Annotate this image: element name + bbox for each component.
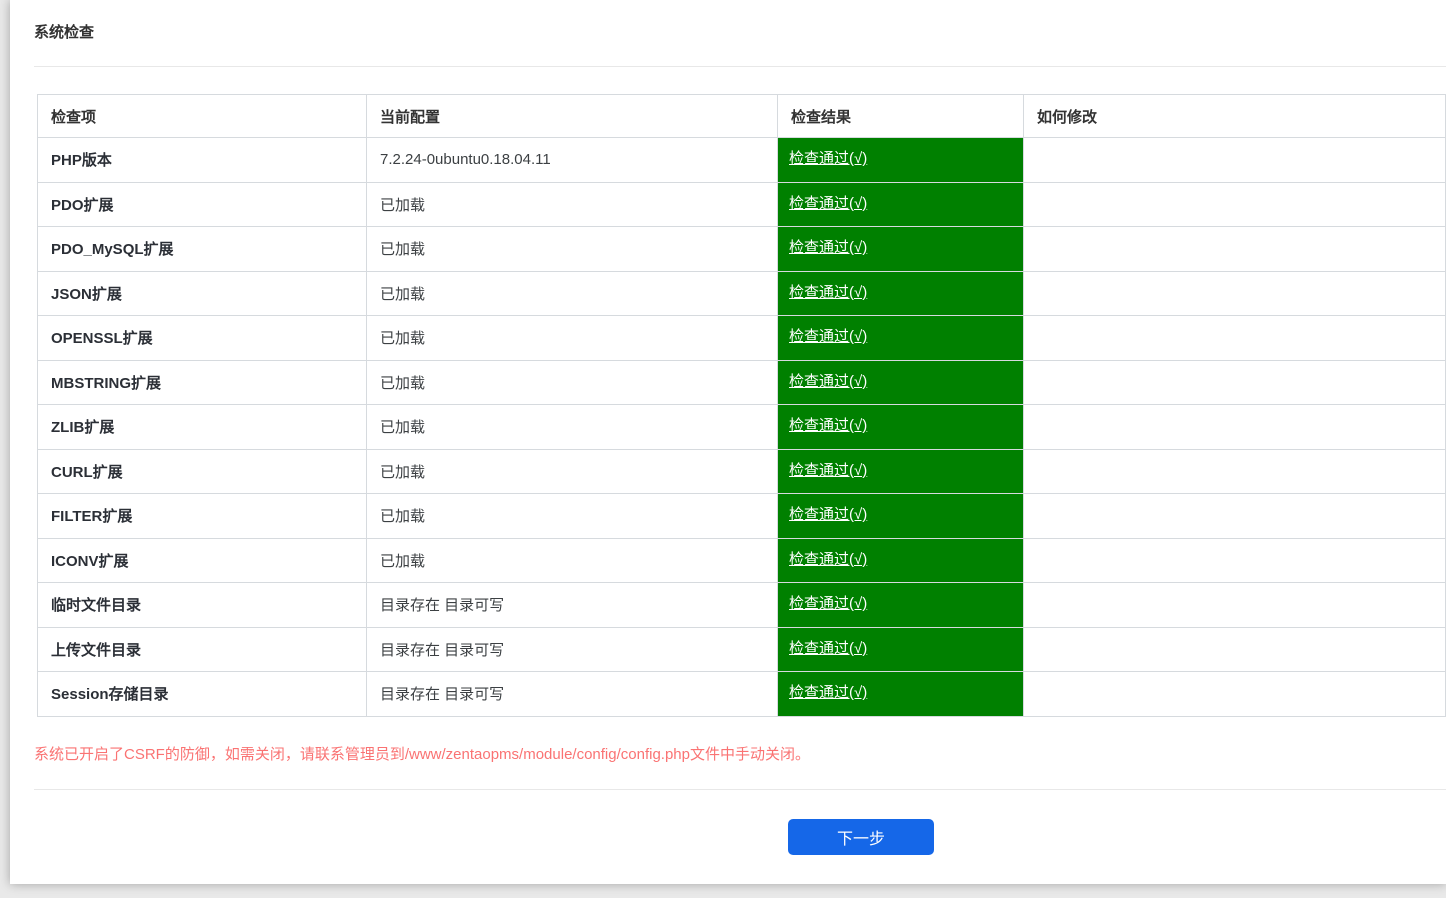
check-item-cell: ZLIB扩展 — [37, 404, 367, 450]
current-config-cell: 已加载 — [366, 359, 778, 405]
table-row: ICONV扩展 已加载 检查通过(√) — [37, 537, 1446, 583]
fix-suggestion-cell — [1023, 537, 1446, 583]
current-config-cell: 已加载 — [366, 537, 778, 583]
column-header-check-result: 检查结果 — [777, 94, 1024, 138]
current-config-cell: 7.2.24-0ubuntu0.18.04.11 — [366, 137, 778, 183]
table-row: 上传文件目录 目录存在 目录可写 检查通过(√) — [37, 626, 1446, 672]
current-config-cell: 已加载 — [366, 181, 778, 227]
check-result-cell: 检查通过(√) — [777, 671, 1024, 717]
check-item-cell: FILTER扩展 — [37, 493, 367, 539]
check-pass-link[interactable]: 检查通过(√) — [789, 550, 868, 568]
check-pass-link[interactable]: 检查通过(√) — [789, 194, 868, 212]
current-config-cell: 已加载 — [366, 404, 778, 450]
check-result-cell: 检查通过(√) — [777, 582, 1024, 628]
page-header: 系统检查 — [34, 0, 1446, 67]
fix-suggestion-cell — [1023, 448, 1446, 494]
check-item-cell: Session存储目录 — [37, 671, 367, 717]
check-item-cell: PDO_MySQL扩展 — [37, 226, 367, 272]
fix-suggestion-cell — [1023, 493, 1446, 539]
check-pass-link[interactable]: 检查通过(√) — [789, 239, 868, 256]
fix-suggestion-cell — [1023, 181, 1446, 227]
check-item-cell: 临时文件目录 — [37, 582, 367, 628]
check-result-cell: 检查通过(√) — [777, 181, 1024, 227]
check-result-cell: 检查通过(√) — [777, 359, 1024, 405]
table-row: PDO扩展 已加载 检查通过(√) — [37, 181, 1446, 227]
check-item-cell: MBSTRING扩展 — [37, 359, 367, 405]
current-config-cell: 目录存在 目录可写 — [366, 671, 778, 717]
check-item-cell: CURL扩展 — [37, 448, 367, 494]
table-row: Session存储目录 目录存在 目录可写 检查通过(√) — [37, 671, 1446, 717]
table-row: PDO_MySQL扩展 已加载 检查通过(√) — [37, 226, 1446, 272]
fix-suggestion-cell — [1023, 270, 1446, 316]
table-row: 临时文件目录 目录存在 目录可写 检查通过(√) — [37, 582, 1446, 628]
check-pass-link[interactable]: 检查通过(√) — [789, 283, 868, 301]
check-result-cell: 检查通过(√) — [777, 404, 1024, 450]
system-check-panel: 系统检查 检查项 当前配置 检查结果 如何修改 PHP版本 7.2.24-0ub… — [10, 0, 1446, 884]
fix-suggestion-cell — [1023, 315, 1446, 361]
check-item-cell: 上传文件目录 — [37, 626, 367, 672]
button-row: 下一步 — [34, 790, 1446, 855]
check-pass-link[interactable]: 检查通过(√) — [789, 595, 868, 612]
table-row: PHP版本 7.2.24-0ubuntu0.18.04.11 检查通过(√) — [37, 137, 1446, 183]
check-result-cell: 检查通过(√) — [777, 493, 1024, 539]
column-header-how-to-fix: 如何修改 — [1023, 94, 1446, 138]
current-config-cell: 已加载 — [366, 493, 778, 539]
check-result-cell: 检查通过(√) — [777, 137, 1024, 183]
column-header-check-item: 检查项 — [37, 94, 367, 138]
check-item-cell: JSON扩展 — [37, 270, 367, 316]
check-pass-link[interactable]: 检查通过(√) — [789, 417, 868, 434]
table-header-row: 检查项 当前配置 检查结果 如何修改 — [37, 94, 1446, 138]
fix-suggestion-cell — [1023, 137, 1446, 183]
check-result-cell: 检查通过(√) — [777, 226, 1024, 272]
fix-suggestion-cell — [1023, 671, 1446, 717]
table-row: OPENSSL扩展 已加载 检查通过(√) — [37, 315, 1446, 361]
check-item-cell: PDO扩展 — [37, 181, 367, 227]
check-pass-link[interactable]: 检查通过(√) — [789, 150, 868, 167]
check-result-cell: 检查通过(√) — [777, 315, 1024, 361]
table-row: FILTER扩展 已加载 检查通过(√) — [37, 493, 1446, 539]
next-step-button[interactable]: 下一步 — [788, 818, 934, 855]
check-pass-link[interactable]: 检查通过(√) — [789, 328, 868, 345]
fix-suggestion-cell — [1023, 582, 1446, 628]
current-config-cell: 目录存在 目录可写 — [366, 626, 778, 672]
system-check-table: 检查项 当前配置 检查结果 如何修改 PHP版本 7.2.24-0ubuntu0… — [37, 94, 1446, 717]
panel-content: 系统检查 检查项 当前配置 检查结果 如何修改 PHP版本 7.2.24-0ub… — [10, 0, 1446, 855]
check-result-cell: 检查通过(√) — [777, 448, 1024, 494]
column-header-current-config: 当前配置 — [366, 94, 778, 138]
table-row: MBSTRING扩展 已加载 检查通过(√) — [37, 359, 1446, 405]
bottom-divider — [34, 788, 1446, 790]
current-config-cell: 目录存在 目录可写 — [366, 582, 778, 628]
check-result-cell: 检查通过(√) — [777, 270, 1024, 316]
table-row: ZLIB扩展 已加载 检查通过(√) — [37, 404, 1446, 450]
check-pass-link[interactable]: 检查通过(√) — [789, 461, 868, 479]
check-pass-link[interactable]: 检查通过(√) — [789, 639, 868, 657]
fix-suggestion-cell — [1023, 359, 1446, 405]
check-item-cell: PHP版本 — [37, 137, 367, 183]
check-pass-link[interactable]: 检查通过(√) — [789, 506, 868, 523]
check-pass-link[interactable]: 检查通过(√) — [789, 372, 868, 390]
check-item-cell: ICONV扩展 — [37, 537, 367, 583]
fix-suggestion-cell — [1023, 626, 1446, 672]
check-pass-link[interactable]: 检查通过(√) — [789, 684, 868, 701]
table-row: CURL扩展 已加载 检查通过(√) — [37, 448, 1446, 494]
check-result-cell: 检查通过(√) — [777, 537, 1024, 583]
check-result-cell: 检查通过(√) — [777, 626, 1024, 672]
fix-suggestion-cell — [1023, 226, 1446, 272]
page-title: 系统检查 — [34, 24, 95, 41]
check-item-cell: OPENSSL扩展 — [37, 315, 367, 361]
fix-suggestion-cell — [1023, 404, 1446, 450]
current-config-cell: 已加载 — [366, 270, 778, 316]
current-config-cell: 已加载 — [366, 448, 778, 494]
table-row: JSON扩展 已加载 检查通过(√) — [37, 270, 1446, 316]
csrf-warning-text: 系统已开启了CSRF的防御，如需关闭，请联系管理员到/www/zentaopms… — [34, 745, 810, 763]
current-config-cell: 已加载 — [366, 315, 778, 361]
current-config-cell: 已加载 — [366, 226, 778, 272]
